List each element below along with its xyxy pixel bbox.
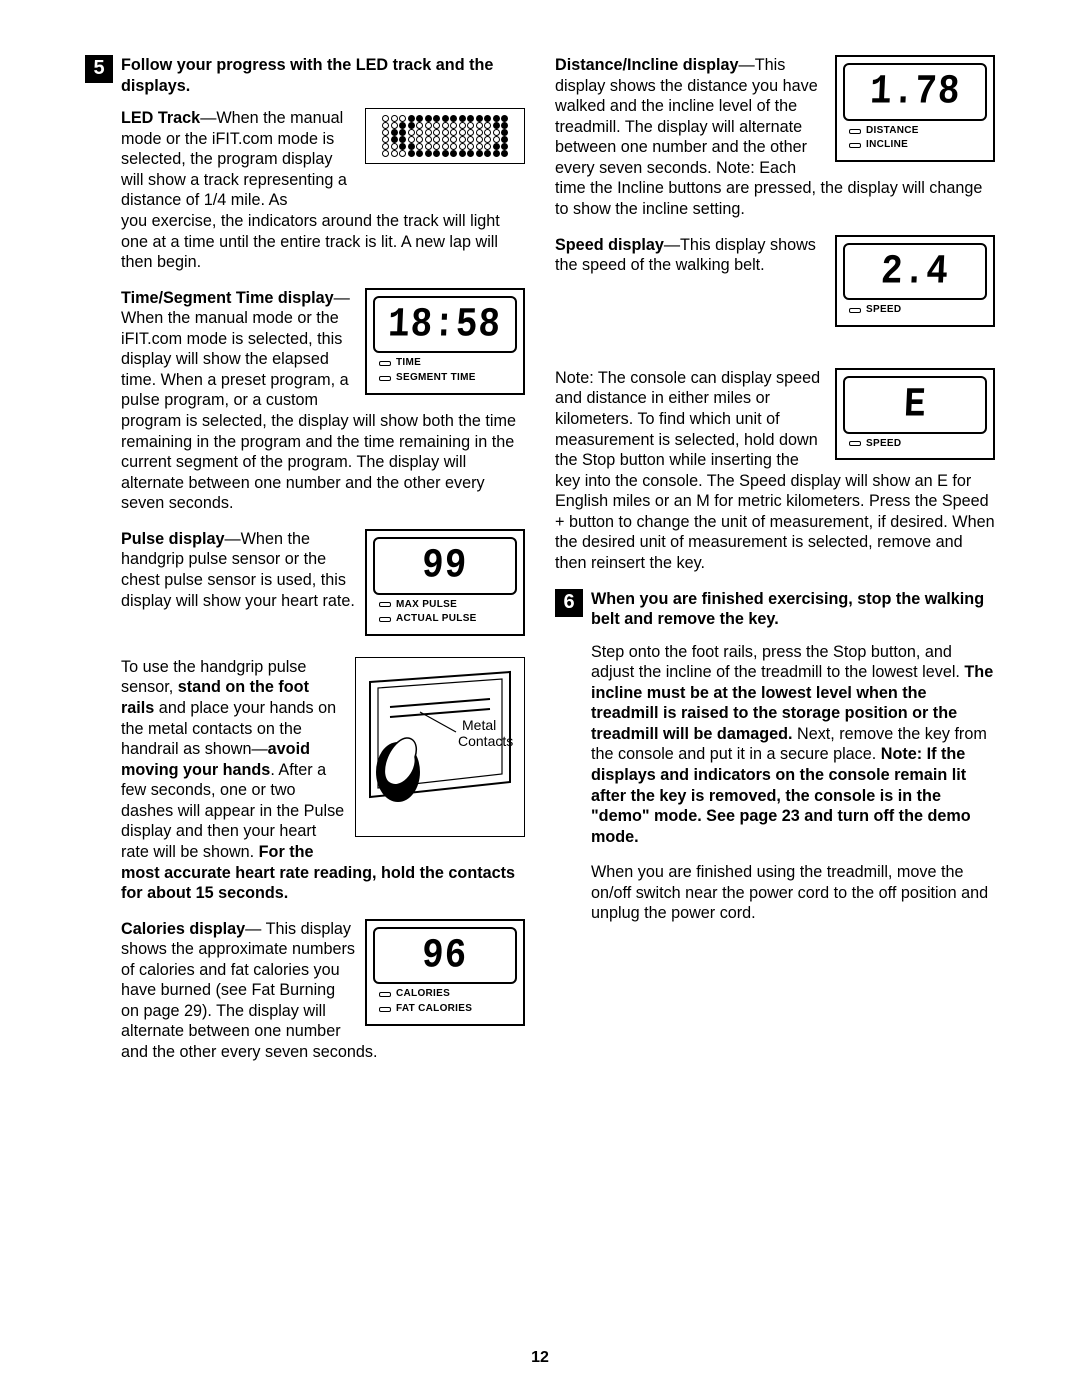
step-6-header: 6 When you are finished exercising, stop…	[555, 589, 995, 630]
note-block: E SPEED Note: The console can display sp…	[555, 368, 995, 574]
lcd-calories: 96 CALORIES FAT CALORIES	[365, 919, 525, 1026]
dist-label-bold: Distance/Incline display	[555, 56, 739, 74]
speed-block: 2.4 SPEED Speed display—This display sho…	[555, 235, 995, 333]
led-track-label-bold: LED Track	[121, 109, 200, 127]
step-6-p1: Step onto the foot rails, press the Stop…	[591, 642, 995, 848]
pulse-label-bold: Pulse display	[121, 530, 224, 548]
svg-text:Metal: Metal	[462, 717, 496, 733]
lcd-distance: 1.78 DISTANCE INCLINE	[835, 55, 995, 162]
led-track-block: LED Track—When the manual mode or the iF…	[121, 108, 525, 273]
step6-p1a: Step onto the foot rails, press the Stop…	[591, 643, 964, 682]
page-number: 12	[0, 1349, 1080, 1367]
left-column: 5 Follow your progress with the LED trac…	[85, 55, 525, 1315]
time-label-bold: Time/Segment Time display	[121, 289, 334, 307]
step-5-title: Follow your progress with the LED track …	[121, 55, 525, 96]
led-track-diagram	[365, 108, 525, 164]
led-track-text-b: you exercise, the indicators around the …	[121, 212, 500, 271]
lcd-time-value: 18:58	[387, 298, 502, 351]
lcd-speed: 2.4 SPEED	[835, 235, 995, 327]
lcd-e: E SPEED	[835, 368, 995, 460]
lcd-time: 18:58 TIME SEGMENT TIME	[365, 288, 525, 395]
step-6-p2: When you are finished using the treadmil…	[591, 862, 995, 924]
lcd-cal-label1: CALORIES	[396, 988, 450, 1001]
speed-label-bold: Speed display	[555, 236, 664, 254]
metal-contacts-diagram: Metal Contacts	[355, 657, 525, 837]
lcd-e-label: SPEED	[866, 438, 901, 451]
handgrip-block: Metal Contacts To use the handgrip pulse…	[121, 657, 525, 904]
lcd-pulse: 99 MAX PULSE ACTUAL PULSE	[365, 529, 525, 636]
note-text-b: while inserting the key into the console…	[555, 451, 995, 572]
lcd-cal-label2: FAT CALORIES	[396, 1003, 472, 1016]
step-5-badge: 5	[85, 55, 113, 83]
cal-label-bold: Calories display	[121, 920, 245, 938]
calories-block: 96 CALORIES FAT CALORIES Calories displa…	[121, 919, 525, 1063]
lcd-dist-value: 1.78	[869, 66, 962, 119]
step-6-title: When you are finished exercising, stop t…	[591, 589, 995, 630]
lcd-dist-label1: DISTANCE	[866, 125, 919, 138]
step-6-badge: 6	[555, 589, 583, 617]
lcd-pulse-label2: ACTUAL PULSE	[396, 613, 477, 626]
svg-text:Contacts: Contacts	[458, 733, 513, 749]
lcd-time-label1: TIME	[396, 357, 421, 370]
lcd-pulse-label1: MAX PULSE	[396, 599, 457, 612]
lcd-cal-value: 96	[421, 929, 469, 982]
right-column: 1.78 DISTANCE INCLINE Distance/Incline d…	[555, 55, 995, 1315]
lcd-e-value: E	[902, 378, 927, 431]
step-5-header: 5 Follow your progress with the LED trac…	[85, 55, 525, 96]
lcd-speed-label: SPEED	[866, 304, 901, 317]
distance-block: 1.78 DISTANCE INCLINE Distance/Incline d…	[555, 55, 995, 220]
lcd-speed-value: 2.4	[880, 245, 950, 298]
pulse-block: 99 MAX PULSE ACTUAL PULSE Pulse display—…	[121, 529, 525, 642]
time-block: 18:58 TIME SEGMENT TIME Time/Segment Tim…	[121, 288, 525, 514]
lcd-time-label2: SEGMENT TIME	[396, 372, 476, 385]
lcd-pulse-value: 99	[421, 539, 469, 592]
lcd-dist-label2: INCLINE	[866, 139, 908, 152]
